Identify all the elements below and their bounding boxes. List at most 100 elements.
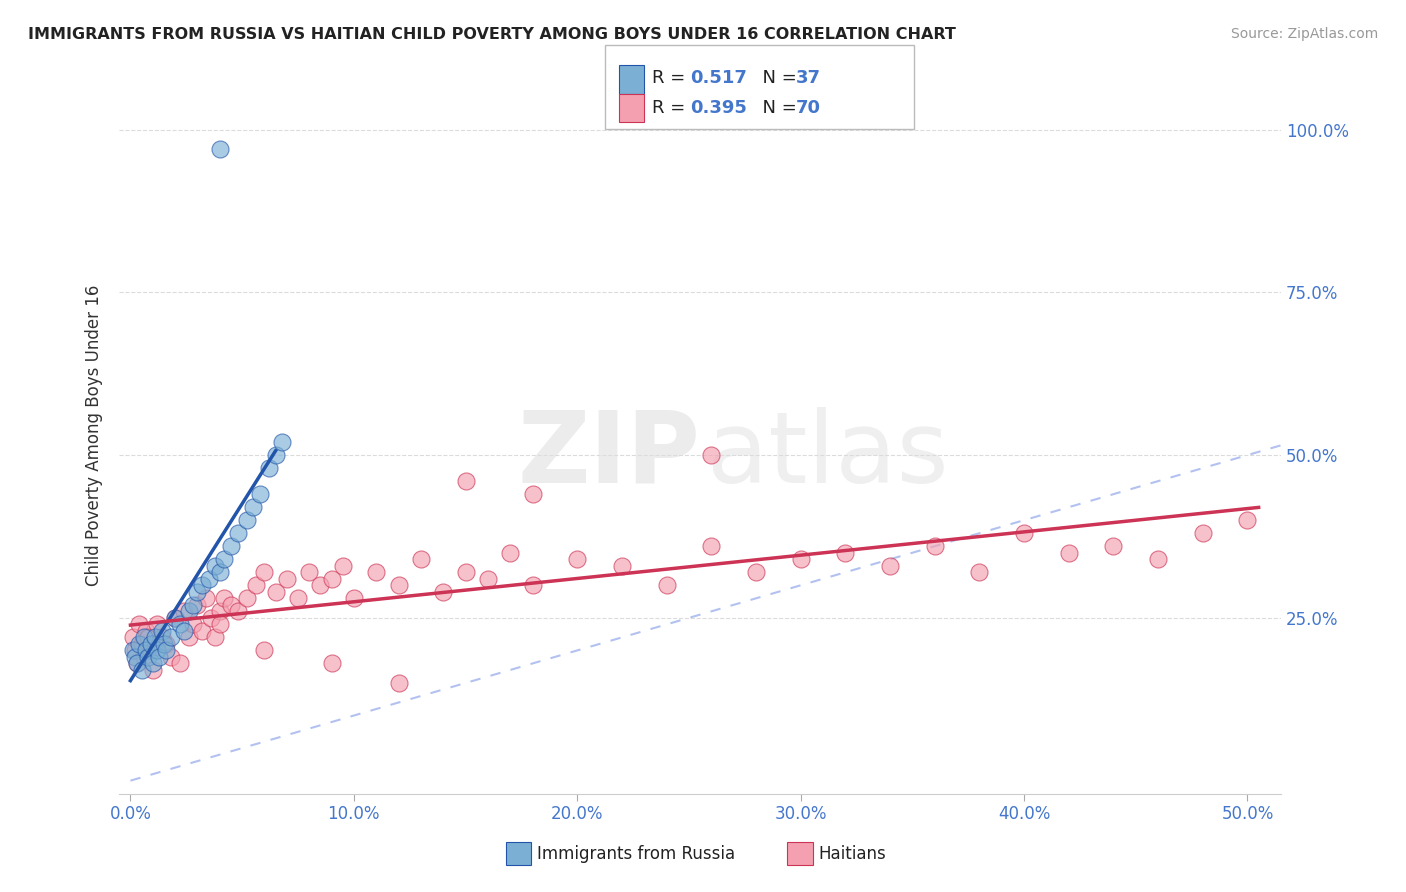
Point bbox=[204, 631, 226, 645]
Point bbox=[143, 631, 166, 645]
Point bbox=[124, 643, 146, 657]
Point bbox=[204, 558, 226, 573]
Text: R =: R = bbox=[652, 99, 692, 117]
Point bbox=[271, 435, 294, 450]
Text: R =: R = bbox=[652, 70, 692, 87]
Point bbox=[343, 591, 366, 606]
Point bbox=[226, 526, 249, 541]
Point bbox=[253, 566, 276, 580]
Point bbox=[165, 611, 187, 625]
Point bbox=[169, 617, 191, 632]
Point bbox=[387, 578, 409, 592]
Text: atlas: atlas bbox=[707, 407, 949, 504]
Point bbox=[567, 552, 589, 566]
Point bbox=[522, 487, 544, 501]
Point bbox=[195, 591, 218, 606]
Point bbox=[181, 598, 204, 612]
Point bbox=[173, 624, 195, 638]
Text: N =: N = bbox=[751, 99, 803, 117]
Point bbox=[477, 572, 499, 586]
Point bbox=[454, 566, 477, 580]
Text: 0.395: 0.395 bbox=[690, 99, 747, 117]
Point bbox=[226, 604, 249, 618]
Text: 37: 37 bbox=[796, 70, 821, 87]
Point bbox=[146, 617, 169, 632]
Point bbox=[387, 676, 409, 690]
Point bbox=[298, 566, 321, 580]
Point bbox=[208, 142, 231, 156]
Text: ZIP: ZIP bbox=[517, 407, 700, 504]
Point bbox=[155, 637, 177, 651]
Point bbox=[219, 598, 242, 612]
Point bbox=[128, 617, 150, 632]
Point bbox=[136, 649, 159, 664]
Point bbox=[121, 631, 143, 645]
Point bbox=[454, 474, 477, 488]
Point bbox=[1057, 546, 1080, 560]
Point bbox=[146, 643, 169, 657]
Point bbox=[127, 657, 149, 671]
Point bbox=[186, 584, 208, 599]
Point bbox=[191, 624, 214, 638]
Y-axis label: Child Poverty Among Boys Under 16: Child Poverty Among Boys Under 16 bbox=[86, 285, 103, 586]
Point bbox=[432, 584, 454, 599]
Point bbox=[235, 591, 257, 606]
Text: Haitians: Haitians bbox=[818, 845, 886, 863]
Point bbox=[969, 566, 991, 580]
Point bbox=[700, 448, 723, 462]
Point bbox=[610, 558, 633, 573]
Point bbox=[276, 572, 298, 586]
Point bbox=[321, 572, 343, 586]
Point bbox=[409, 552, 432, 566]
Point bbox=[121, 643, 143, 657]
Point bbox=[124, 649, 146, 664]
Point bbox=[879, 558, 901, 573]
Point bbox=[245, 578, 267, 592]
Point bbox=[249, 487, 271, 501]
Text: N =: N = bbox=[751, 70, 803, 87]
Point bbox=[159, 631, 181, 645]
Point bbox=[1147, 552, 1170, 566]
Point bbox=[136, 631, 159, 645]
Point bbox=[924, 539, 946, 553]
Point bbox=[257, 461, 280, 475]
Point bbox=[366, 566, 388, 580]
Point bbox=[219, 539, 242, 553]
Point bbox=[127, 657, 149, 671]
Point bbox=[745, 566, 768, 580]
Point bbox=[1012, 526, 1035, 541]
Point bbox=[135, 643, 157, 657]
Point bbox=[789, 552, 811, 566]
Point bbox=[159, 649, 181, 664]
Point bbox=[197, 572, 219, 586]
Text: 0.517: 0.517 bbox=[690, 70, 747, 87]
Point bbox=[128, 637, 150, 651]
Point bbox=[153, 637, 176, 651]
Point bbox=[264, 584, 287, 599]
Point bbox=[1102, 539, 1125, 553]
Point bbox=[655, 578, 678, 592]
Point bbox=[181, 617, 204, 632]
Point bbox=[155, 643, 177, 657]
Point bbox=[1236, 513, 1258, 527]
Point bbox=[214, 552, 236, 566]
Point bbox=[132, 649, 155, 664]
Point bbox=[148, 649, 170, 664]
Point bbox=[142, 663, 165, 677]
Point bbox=[165, 611, 187, 625]
Text: Immigrants from Russia: Immigrants from Russia bbox=[537, 845, 735, 863]
Point bbox=[235, 513, 257, 527]
Text: Source: ZipAtlas.com: Source: ZipAtlas.com bbox=[1230, 27, 1378, 41]
Text: IMMIGRANTS FROM RUSSIA VS HAITIAN CHILD POVERTY AMONG BOYS UNDER 16 CORRELATION : IMMIGRANTS FROM RUSSIA VS HAITIAN CHILD … bbox=[28, 27, 956, 42]
Point bbox=[132, 631, 155, 645]
Point bbox=[139, 637, 162, 651]
Point bbox=[499, 546, 522, 560]
Point bbox=[700, 539, 723, 553]
Point bbox=[309, 578, 332, 592]
Point bbox=[332, 558, 354, 573]
Point bbox=[135, 624, 157, 638]
Point bbox=[208, 617, 231, 632]
Point bbox=[177, 604, 200, 618]
Point bbox=[169, 657, 191, 671]
Point bbox=[139, 643, 162, 657]
